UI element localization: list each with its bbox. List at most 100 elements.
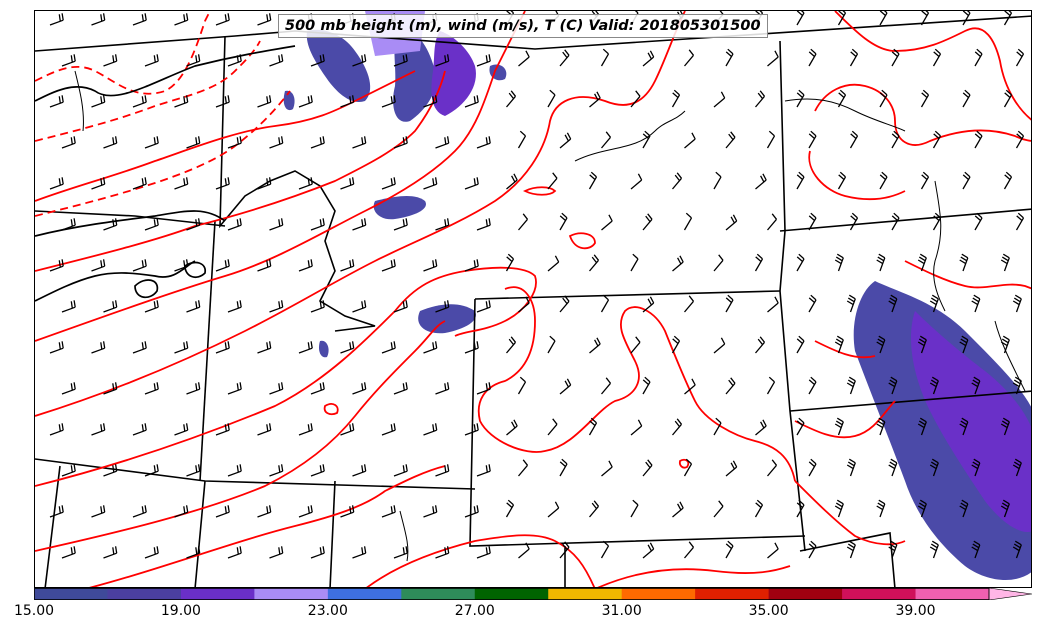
colorbar-segment (621, 588, 696, 600)
wind-barb (103, 546, 118, 559)
wind-barb (423, 423, 438, 436)
wind-barb (846, 458, 856, 477)
wind-barb (103, 300, 118, 313)
wind-barb (808, 376, 817, 395)
wind-barb (932, 212, 942, 231)
wind-barb (186, 546, 201, 559)
wind-barb (227, 300, 242, 313)
wind-barb (725, 460, 738, 477)
wind-barb (340, 341, 355, 354)
wind-barb (435, 382, 450, 395)
wind-barb (186, 136, 201, 149)
wind-barb (642, 376, 651, 395)
wind-barb (174, 341, 189, 354)
wind-barb (257, 341, 272, 354)
wind-barb (352, 300, 367, 313)
wind-barb (959, 417, 969, 436)
wind-barb (227, 382, 242, 395)
wind-barb (435, 218, 450, 231)
wind-barb (834, 499, 844, 518)
wind-barb (962, 171, 971, 190)
colorbar-extend-arrow (988, 588, 1032, 600)
wind-barb (423, 259, 438, 272)
wind-barb (518, 459, 529, 477)
wind-barb (1012, 540, 1022, 559)
wind-barb (767, 213, 778, 231)
wind-barb (920, 89, 930, 108)
wind-barb (186, 382, 201, 395)
wind-barb (174, 13, 189, 26)
colorbar-segment (254, 588, 329, 600)
wind-barb (849, 130, 859, 149)
colorbar-segment (401, 588, 476, 600)
wind-barb (215, 423, 230, 436)
wind-barb (642, 296, 655, 313)
wind-barb (547, 255, 560, 272)
wind-barb (506, 90, 517, 108)
wind-barb (683, 212, 693, 231)
colorbar-segment (107, 588, 182, 600)
wind-barb (767, 459, 778, 477)
wind-barb (381, 259, 396, 272)
wind-barb (754, 253, 764, 272)
wind-barb (642, 130, 651, 149)
wind-barb (61, 54, 76, 67)
wind-barb (186, 218, 201, 231)
wind-barb (725, 48, 734, 67)
wind-barb (588, 417, 598, 436)
wind-barb (589, 254, 600, 272)
wind-barb (876, 499, 886, 518)
wind-barb (601, 214, 613, 231)
wind-barb (132, 13, 147, 26)
wind-barb (144, 136, 159, 149)
wind-barb (879, 11, 888, 26)
colorbar-labels: 15.00 19.00 23.00 27.00 31.00 35.00 39.00 (0, 603, 1041, 625)
wind-barb (600, 48, 610, 67)
wind-barb (144, 546, 159, 559)
wind-barb (61, 464, 76, 477)
wind-barb (215, 95, 230, 108)
wind-barb (298, 95, 313, 108)
wind-barb (257, 505, 272, 518)
wind-barb (340, 177, 355, 190)
rivers (74, 70, 1026, 562)
wind-barb (476, 382, 491, 395)
wind-barb (381, 423, 396, 436)
wind-barb (227, 546, 242, 559)
wind-barb (269, 300, 284, 313)
colorbar-segment (180, 588, 255, 600)
wind-barb (672, 418, 683, 436)
wind-barb (684, 132, 696, 149)
wind-barb (974, 212, 983, 231)
wind-barb (630, 90, 641, 108)
wind-barb (1012, 376, 1022, 395)
map-canvas (35, 11, 1031, 587)
map-panel (34, 10, 1032, 588)
wind-barb (103, 218, 118, 231)
wind-barb (464, 341, 479, 354)
wind-barb (837, 171, 847, 190)
wind-barb (849, 48, 859, 67)
wind-barb (352, 546, 367, 559)
wind-barb (796, 171, 805, 190)
wind-barb (834, 417, 844, 436)
colorbar-tick-label: 15.00 (13, 603, 55, 619)
wind-barb (808, 294, 817, 313)
wind-barb (103, 136, 118, 149)
wind-barb (352, 54, 367, 67)
wind-barb (879, 89, 888, 108)
wind-barb (506, 173, 518, 190)
wind-barb (464, 95, 479, 108)
wind-barb (269, 546, 284, 559)
wind-barb (559, 458, 568, 477)
wind-barb (888, 540, 898, 559)
wind-barb (766, 376, 776, 395)
wind-barb (144, 218, 159, 231)
wind-barb (61, 382, 76, 395)
colorbar-segment (915, 588, 990, 600)
wind-barb (932, 130, 942, 149)
wind-barb (846, 376, 856, 395)
wind-barb (589, 91, 601, 108)
wind-barb (310, 300, 325, 313)
wind-barb (808, 48, 817, 67)
